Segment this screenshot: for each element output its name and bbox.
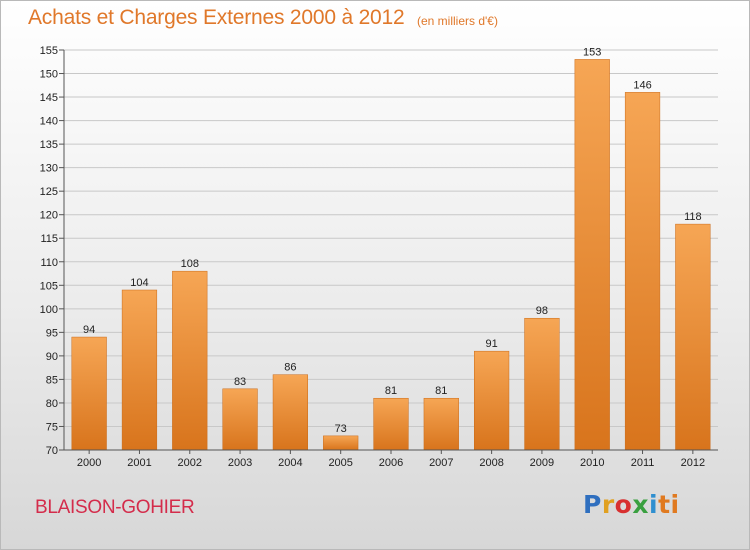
bar-2008 [474,350,510,451]
bar-2002 [172,270,208,451]
data-label: 104 [130,277,148,289]
y-tick-label: 130 [40,163,58,175]
y-tick-label: 150 [40,69,58,81]
data-label: 91 [485,338,497,350]
logo-letter: r [601,490,615,519]
data-label: 94 [83,324,95,336]
bar-2001 [121,289,158,451]
y-tick-label: 90 [46,351,58,363]
y-tick-label: 85 [46,374,58,386]
x-tick-label: 2012 [681,457,705,469]
bar-2009 [524,317,560,451]
y-tick-label: 80 [46,398,58,410]
data-label: 83 [234,376,246,388]
bar-2000 [71,336,107,451]
x-tick-label: 2000 [77,457,101,469]
data-label: 153 [583,46,601,58]
city-name: BLAISON-GOHIER [35,497,195,518]
y-tick-label: 105 [40,280,58,292]
y-axis: 70 75 80 85 90 95 100 105 110 115 120 125 130 135 140 1… [40,45,65,457]
y-tick-label: 115 [40,233,58,245]
data-label: 81 [435,385,447,397]
y-tick-label: 75 [46,421,58,433]
bar-2005 [323,435,359,451]
y-tick-label: 145 [40,92,58,104]
bar-2011 [624,92,661,451]
logo-letter: ti [658,490,680,519]
x-tick-label: 2008 [479,457,503,469]
logo-letter: o [614,490,633,519]
x-tick-label: 2010 [580,457,604,469]
y-tick-label: 70 [46,445,58,457]
data-label: 86 [284,362,296,374]
y-tick-label: 155 [40,45,58,57]
bar-2003 [222,388,258,451]
x-tick-label: 2007 [429,457,453,469]
x-tick-label: 2004 [278,457,302,469]
x-tick-label: 2006 [379,457,403,469]
x-tick-label: 2001 [127,457,151,469]
data-label: 146 [633,79,651,91]
data-label: 73 [335,423,347,435]
y-tick-label: 120 [40,210,58,222]
y-tick-label: 110 [40,257,58,269]
logo-letter: P [583,490,602,519]
y-tick-label: 140 [40,116,58,128]
bar-2010 [574,59,610,451]
bar-2012 [675,223,711,451]
data-label: 98 [536,305,548,317]
proxiti-logo[interactable]: Proxiti [583,490,680,519]
y-tick-label: 135 [40,139,58,151]
y-tick-label: 100 [40,304,58,316]
x-tick-label: 2011 [631,457,655,469]
logo-letter: x [632,490,649,519]
y-tick-label: 95 [46,327,58,339]
x-tick-label: 2002 [178,457,202,469]
x-tick-label: 2009 [530,457,554,469]
bar-2007 [423,397,459,451]
x-axis: 2000 2001 2002 2003 2004 2005 2006 2007 2008 2009… [64,449,718,469]
data-label: 81 [385,385,397,397]
chart-title: Achats et Charges Externes 2000 à 2012 [28,6,405,29]
data-label: 108 [181,258,199,270]
chart-subtitle: (en milliers d'€) [417,14,498,28]
x-tick-label: 2003 [228,457,252,469]
bar-2004 [272,374,308,451]
data-label: 118 [684,211,702,223]
bar-2006 [373,397,409,451]
y-tick-label: 125 [40,186,58,198]
bars: 94 104 108 83 86 73 81 81 91 98 153 146 118 [71,46,711,451]
x-tick-label: 2005 [328,457,352,469]
logo-letter: i [649,490,659,519]
